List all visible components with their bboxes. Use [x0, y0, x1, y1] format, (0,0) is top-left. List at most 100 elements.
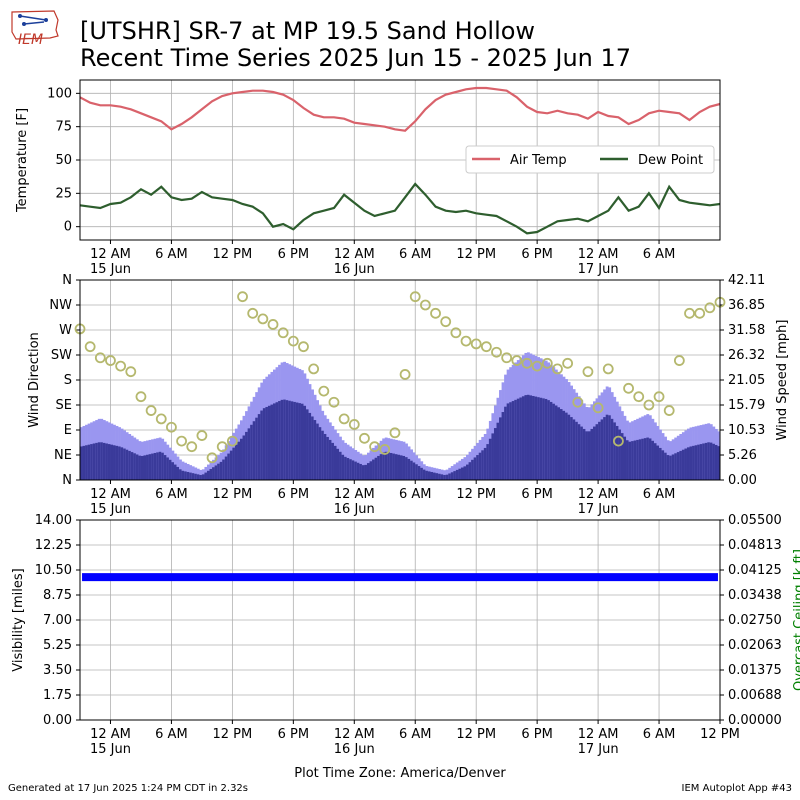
wind-speed-bar	[473, 457, 477, 480]
wind-speed-bar	[547, 400, 551, 480]
vis-xtick-label: 6 PM	[521, 727, 552, 742]
x-axis-label: Plot Time Zone: America/Denver	[294, 766, 506, 781]
wind-speed-bar	[92, 443, 96, 480]
wind-direction-point	[562, 357, 574, 369]
wind-speed-bar	[664, 452, 667, 480]
wind-direction-point	[470, 338, 482, 350]
wind-speed-bar	[585, 431, 589, 480]
wind-speed-bar	[331, 442, 335, 480]
wind-speed-bar	[463, 466, 467, 480]
wind-speed-bar	[537, 397, 540, 480]
wind-speed-bar	[529, 395, 533, 480]
wind-speed-bar	[697, 444, 700, 480]
wind-speed-bar	[598, 421, 601, 480]
wind-speed-bar	[572, 419, 576, 480]
wind-speed-bar	[201, 474, 205, 480]
temp-ytick-label: 50	[55, 153, 72, 168]
wind-speed-bar	[519, 397, 523, 480]
wind-speed-bar	[217, 463, 220, 480]
vis-ytick-label: 8.75	[43, 588, 72, 603]
wind-direction-point	[491, 346, 502, 358]
wind-speed-bar	[133, 453, 137, 480]
wind-speed-bar	[115, 445, 119, 480]
wind-speed-bar	[686, 447, 690, 480]
wind-speed-bar	[102, 442, 106, 480]
vis-xtick-label: 12 AM	[578, 727, 619, 742]
wind-speed-bar	[582, 428, 586, 480]
wind-speed-bar	[280, 399, 284, 480]
wind-speed-bar	[90, 444, 93, 480]
ceiling-tick-label: 0.00000	[728, 713, 782, 728]
wind-speed-bar	[656, 445, 660, 480]
wind-speed-bar	[298, 403, 302, 480]
wind-direction-point	[521, 357, 533, 369]
wind-speed-bar	[400, 455, 403, 480]
wind-direction-point	[206, 452, 218, 464]
temp-xtick-label: 12 PM	[456, 247, 496, 262]
wind-speed-bar	[184, 471, 187, 480]
wind-speed-bar	[521, 396, 525, 480]
temp-ytick-label: 75	[55, 120, 72, 135]
wind-speed-bar	[306, 409, 309, 480]
wind-speed-bar	[412, 462, 416, 480]
wind-speed-bar	[389, 452, 393, 480]
wind-speed-bar	[209, 469, 213, 480]
wind-speed-bar	[308, 412, 312, 480]
wind-direction-point	[277, 327, 289, 339]
iem-logo: IEM	[6, 6, 62, 48]
wind-speed-bar	[143, 455, 147, 480]
wind-speed-bar	[633, 440, 637, 480]
wind-speed-bar	[455, 469, 459, 480]
vis-xtick-label: 6 PM	[278, 727, 309, 742]
logo-text: IEM	[18, 32, 43, 48]
wind-direction-point	[237, 291, 248, 303]
wind-speed-bar	[245, 431, 248, 480]
wind-speed-bar	[118, 446, 121, 480]
wind-speed-bar	[204, 472, 208, 480]
wind-speed-bar	[471, 459, 474, 480]
legend-air-temp-label: Air Temp	[510, 153, 567, 168]
wind-speed-bar	[666, 455, 670, 480]
wind-xtick-label: 16 Jun	[334, 502, 375, 517]
vis-ytick-label: 7.00	[43, 613, 72, 628]
wind-speed-bar	[295, 402, 299, 480]
wind-speed-bar	[483, 447, 487, 480]
wind-speed-bar	[293, 401, 297, 480]
wind-speed-bar	[234, 444, 238, 480]
wind-speed-bar	[166, 457, 170, 480]
wind-speed-bar	[397, 454, 401, 480]
wind-speed-bar	[410, 460, 413, 480]
wind-speed-bar	[661, 450, 665, 480]
temp-xtick-label: 16 Jun	[334, 262, 375, 277]
wind-direction-point	[552, 363, 563, 375]
wind-speed-bar	[326, 436, 330, 480]
wind-speed-bar	[82, 445, 86, 480]
wind-speed-bar	[120, 447, 124, 480]
wind-speed-bar	[275, 402, 279, 480]
wind-dir-tick-label: NW	[49, 298, 72, 313]
wind-speed-bar	[608, 415, 612, 480]
wind-speed-bar	[364, 464, 368, 480]
vis-xtick-label: 6 AM	[399, 727, 432, 742]
vis-frame	[79, 519, 721, 721]
wind-speed-tick-label: 36.85	[728, 298, 765, 313]
ceiling-tick-label: 0.02750	[728, 613, 782, 628]
wind-speed-bar	[392, 453, 396, 480]
wind-speed-bar	[532, 395, 535, 480]
wind-speed-bar	[704, 442, 708, 480]
vis-xtick-label: 17 Jun	[578, 742, 619, 757]
wind-speed-tick-label: 15.79	[728, 398, 765, 413]
temp-ylabel: Temperature [F]	[15, 108, 30, 213]
temp-xtick-label: 12 AM	[578, 247, 619, 262]
wind-speed-bar	[641, 438, 645, 480]
temp-frame	[79, 79, 721, 241]
generated-note: Generated at 17 Jun 2025 1:24 PM CDT in …	[8, 783, 249, 794]
app-note: IEM Autoplot App #43	[681, 783, 792, 794]
vis-xtick-label: 6 AM	[155, 727, 188, 742]
wind-direction-point	[501, 352, 513, 364]
wind-direction-point	[247, 307, 259, 319]
wind-speed-bar	[415, 464, 419, 480]
wind-speed-bar	[262, 408, 266, 480]
wind-dir-tick-label: SE	[56, 398, 72, 413]
wind-speed-bar	[587, 431, 591, 480]
